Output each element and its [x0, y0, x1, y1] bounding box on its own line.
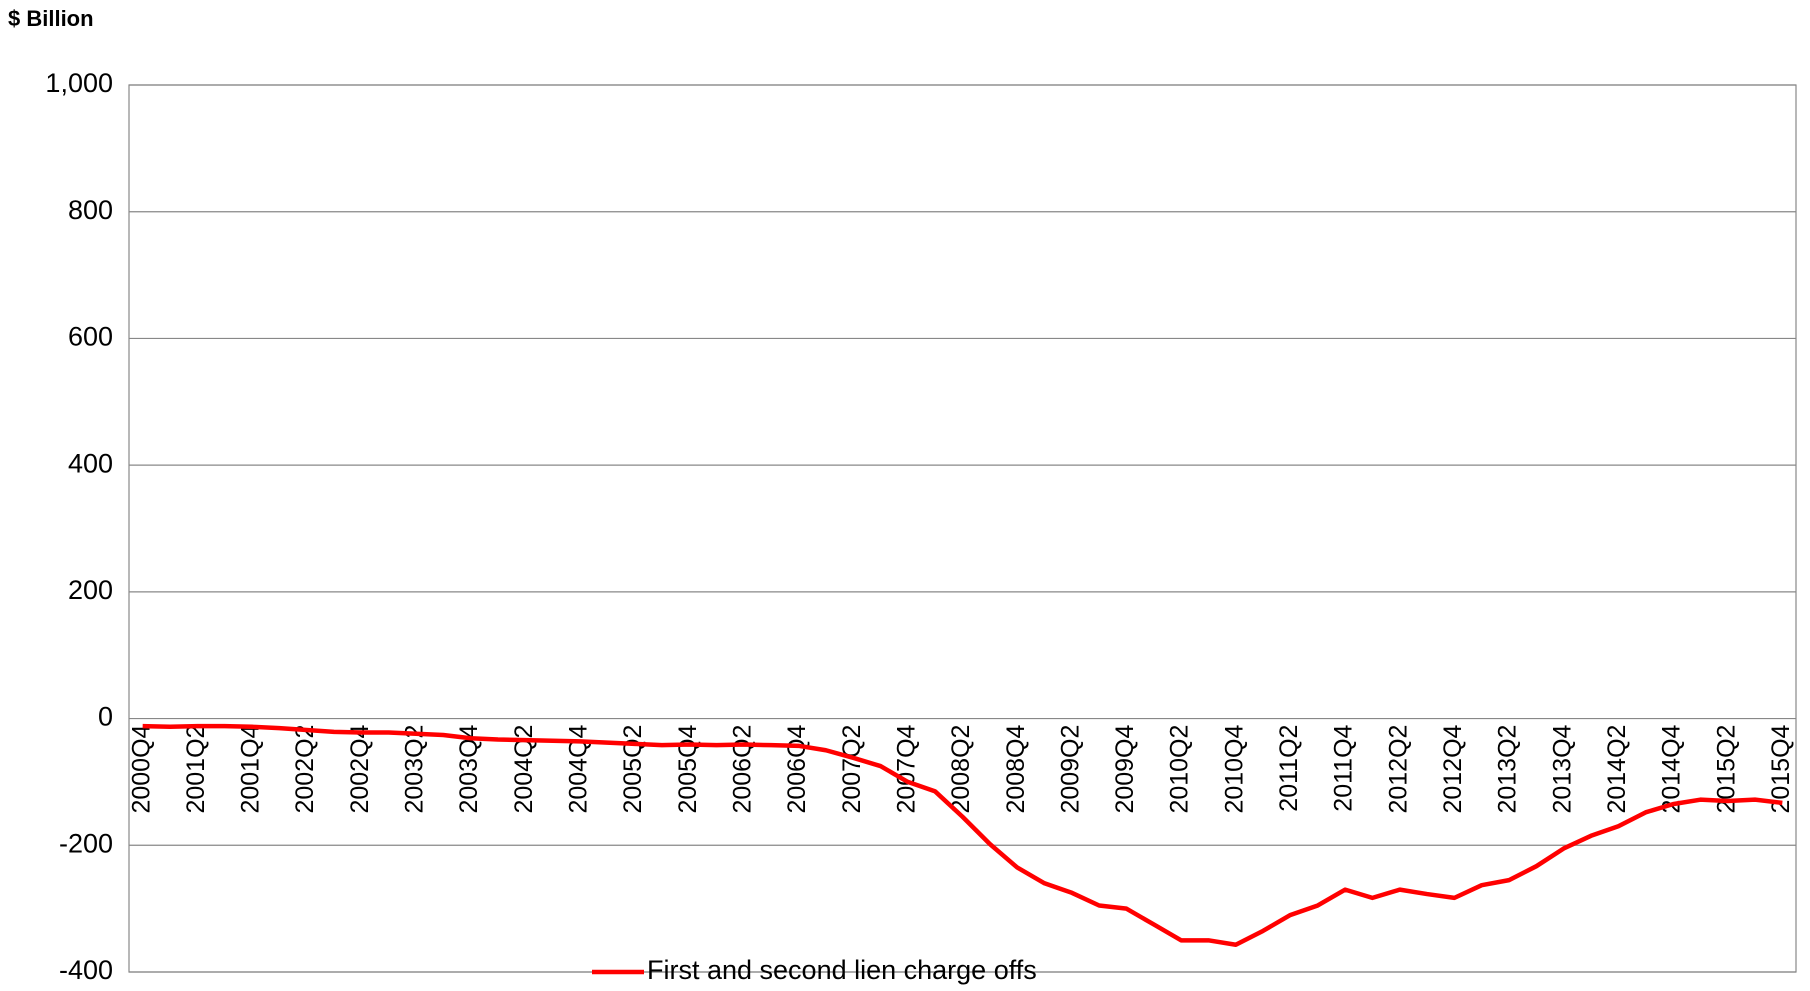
x-tick-label: 2012Q2 — [1384, 725, 1412, 814]
plot-area — [128, 84, 1797, 973]
x-tick-label: 2010Q2 — [1166, 725, 1194, 814]
y-tick-label: 200 — [68, 575, 113, 605]
y-tick-label: 0 — [98, 702, 113, 732]
y-tick-label: 400 — [68, 448, 113, 478]
x-tick-label: 2001Q2 — [182, 725, 210, 814]
x-tick-label: 2015Q4 — [1767, 724, 1795, 813]
x-tick-label: 2011Q2 — [1275, 725, 1303, 812]
x-tick-label: 2011Q4 — [1330, 724, 1358, 811]
x-tick-label: 2001Q4 — [237, 724, 265, 813]
x-tick-label: 2002Q2 — [291, 725, 319, 814]
x-tick-label: 2002Q4 — [346, 724, 374, 813]
x-tick-label: 2008Q2 — [947, 725, 975, 814]
x-tick-label: 2007Q4 — [892, 724, 920, 813]
x-tick-label: 2014Q2 — [1603, 725, 1631, 814]
y-tick-label: 1,000 — [45, 68, 113, 98]
y-tick-label: 800 — [68, 195, 113, 225]
x-tick-label: 2012Q4 — [1439, 724, 1467, 813]
x-tick-label: 2014Q4 — [1658, 724, 1686, 813]
x-tick-label: 2010Q4 — [1220, 724, 1248, 813]
x-tick-label: 2005Q4 — [674, 724, 702, 813]
x-tick-label: 2006Q4 — [783, 724, 811, 813]
x-tick-label: 2013Q2 — [1494, 725, 1522, 814]
y-tick-label: 600 — [68, 322, 113, 352]
x-tick-label: 2009Q4 — [1111, 724, 1139, 813]
x-tick-label: 2005Q2 — [619, 725, 647, 814]
x-tick-label: 2000Q4 — [127, 724, 155, 813]
x-tick-label: 2004Q4 — [565, 724, 593, 813]
y-tick-label: -400 — [59, 955, 113, 985]
x-tick-label: 2008Q4 — [1002, 724, 1030, 813]
y-axis-title: $ Billion — [8, 6, 94, 31]
x-tick-label: 2009Q2 — [1056, 725, 1084, 814]
legend-label: First and second lien charge offs — [647, 955, 1037, 985]
x-tick-label: 2007Q2 — [838, 725, 866, 814]
y-tick-label: -200 — [59, 828, 113, 858]
x-tick-label: 2013Q4 — [1548, 724, 1576, 813]
x-tick-label: 2006Q2 — [728, 725, 756, 814]
series-line — [142, 723, 1783, 948]
x-tick-label: 2003Q2 — [401, 725, 429, 814]
